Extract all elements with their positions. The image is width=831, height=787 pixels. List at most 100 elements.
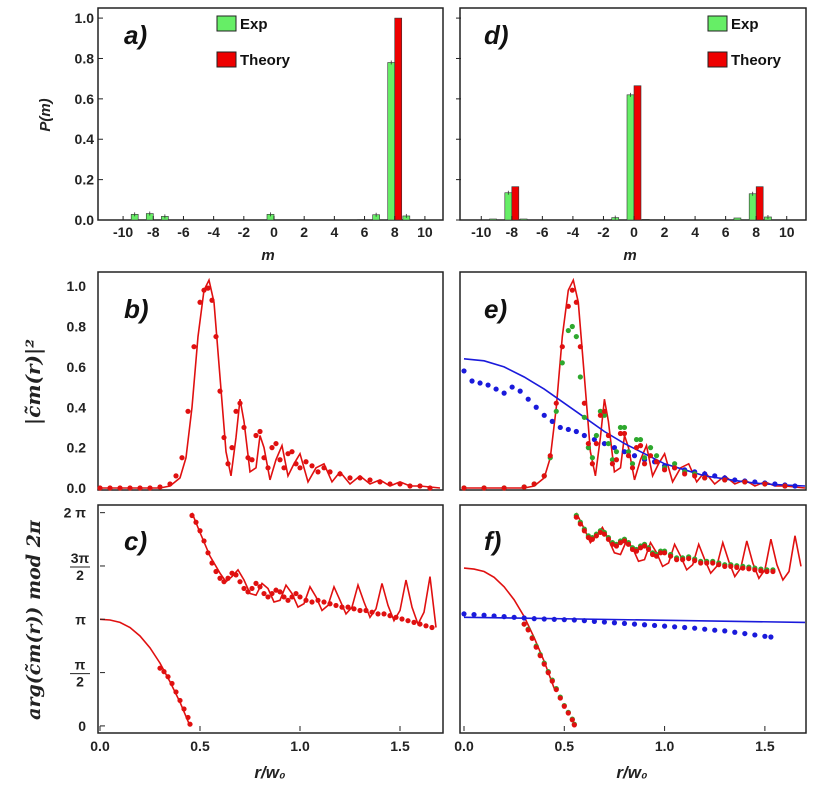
bar-exp-m-9 [489, 218, 497, 221]
y-tick-label: π [75, 657, 86, 673]
x-axis-label-m-left: m [261, 247, 274, 264]
x-axis-label-r-right: r/w₀ [616, 763, 648, 782]
data-point-green [633, 436, 640, 443]
data-point-red [661, 467, 668, 473]
data-point-red [553, 400, 559, 406]
data-point-blue [517, 388, 523, 394]
data-point-red [185, 714, 191, 721]
data-point-blue [672, 624, 678, 630]
data-point-red [179, 455, 185, 461]
data-point-red [229, 445, 235, 451]
data-point-red [377, 479, 383, 485]
data-point-red [221, 579, 227, 585]
data-point-red [609, 461, 616, 467]
data-point-red [752, 567, 758, 573]
data-point-red [649, 551, 656, 558]
data-point-red [297, 594, 303, 600]
data-point-red [253, 580, 259, 586]
data-point-blue [541, 412, 547, 418]
legend-exp-swatch [707, 15, 728, 32]
data-point-red [411, 619, 417, 625]
x-tick-label: -8 [147, 224, 160, 240]
bar-exp-m-7 [519, 218, 528, 221]
data-point-red [672, 465, 678, 471]
data-point-red [393, 614, 399, 620]
data-point-red [107, 485, 113, 491]
panel-letter-c: c) [124, 526, 147, 556]
data-point-blue [712, 473, 718, 479]
data-point-blue [461, 611, 467, 617]
legend-d: Exp Theory [707, 15, 782, 69]
data-point-red [625, 453, 632, 459]
x-tick-label: -6 [177, 224, 190, 240]
data-point-red [593, 533, 599, 539]
data-point-red [581, 528, 587, 534]
data-point-red [225, 461, 231, 467]
y-axis-label-abs: |c̃m(r)|² [21, 339, 45, 425]
data-point-red [257, 584, 263, 590]
x-tick-label: 2 [300, 224, 308, 240]
x-tick-label: 2 [661, 224, 669, 240]
data-point-red [417, 483, 423, 489]
data-point-red [249, 457, 255, 463]
data-point-blue [565, 426, 571, 433]
data-point-red [577, 521, 583, 527]
data-point-red [315, 469, 321, 475]
x-tick-label: -4 [567, 224, 580, 240]
data-point-red [191, 344, 197, 350]
data-point-blue [501, 390, 507, 396]
data-point-blue [641, 622, 648, 628]
data-point-blue [732, 477, 738, 483]
data-point-blue [525, 396, 531, 402]
data-point-green [672, 461, 678, 467]
data-point-blue [501, 614, 507, 620]
data-point-red [233, 408, 239, 414]
data-point-red [417, 621, 423, 627]
data-point-blue [591, 436, 597, 443]
data-point-red [764, 568, 770, 575]
data-point-blue [732, 629, 738, 635]
data-point-red [217, 575, 223, 581]
data-point-red [637, 443, 644, 449]
data-point-red [345, 604, 351, 610]
data-point-red [641, 461, 648, 467]
bar-theory-m0 [633, 85, 642, 221]
data-point-red [605, 536, 612, 542]
data-point-red [722, 477, 728, 483]
data-point-red [357, 607, 363, 614]
data-point-red [613, 457, 620, 463]
data-point-red [674, 557, 680, 563]
data-point-red [189, 512, 195, 519]
data-point-red [257, 428, 263, 435]
data-point-red [686, 555, 692, 562]
data-point-red [692, 473, 698, 479]
legend-exp-swatch [216, 15, 237, 32]
data-point-green [641, 455, 648, 461]
bar-exp-m0 [626, 94, 635, 221]
data-point-red [525, 627, 531, 633]
data-point-green [593, 432, 599, 439]
x-tick-label: 0.5 [190, 738, 210, 754]
y-tick-label: 0.2 [67, 440, 87, 456]
data-point-red [423, 623, 429, 629]
theory-curve-red [99, 618, 191, 727]
x-tick-label: 10 [779, 224, 795, 240]
data-point-red [758, 568, 764, 574]
bar-exp-m8 [748, 193, 757, 221]
bar-theory-m8 [755, 186, 764, 221]
data-point-red [285, 597, 291, 603]
data-point-red [197, 528, 203, 534]
data-point-red [762, 481, 768, 487]
data-point-red [381, 611, 387, 617]
data-point-red [205, 550, 211, 556]
data-point-green [581, 414, 587, 420]
legend-theory-swatch [216, 51, 237, 68]
data-point-blue [581, 618, 587, 624]
data-point-red [716, 562, 722, 568]
theory-curve-red [575, 512, 802, 582]
data-point-red [722, 563, 728, 569]
data-point-blue [477, 380, 483, 386]
data-point-red [165, 674, 171, 680]
bar-exp-m7 [733, 217, 742, 221]
y-tick-label: 0.4 [75, 131, 95, 147]
